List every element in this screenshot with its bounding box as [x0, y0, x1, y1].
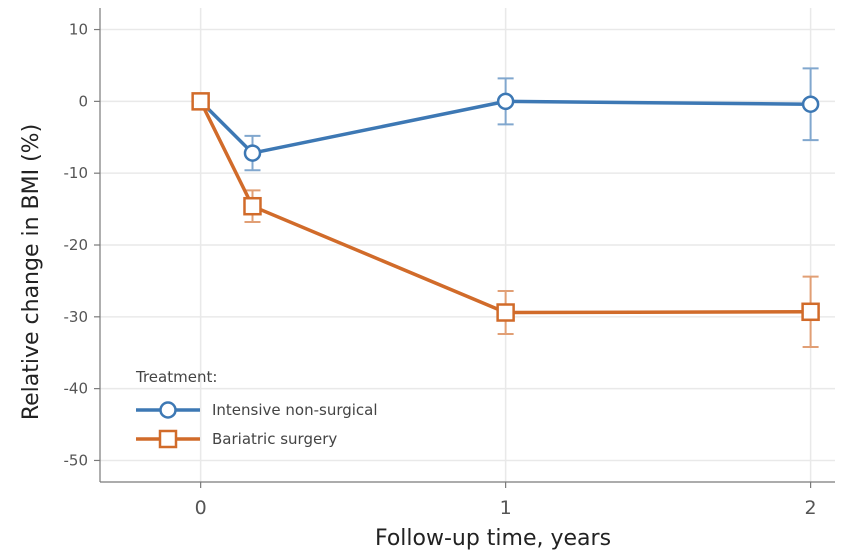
- legend-label: Intensive non-surgical: [212, 401, 378, 419]
- error-bars: [244, 67, 819, 348]
- grid: [100, 8, 835, 482]
- y-tick-label: -40: [64, 380, 89, 398]
- series-lines: [199, 99, 811, 315]
- x-tick-label: 1: [500, 497, 512, 519]
- y-tick-label: -50: [64, 451, 89, 469]
- x-axis-title: Follow-up time, years: [375, 526, 611, 550]
- series-line: [199, 99, 811, 155]
- data-points: [191, 92, 820, 322]
- y-tick-label: -10: [64, 164, 89, 182]
- data-point: [191, 92, 210, 111]
- x-tick-label: 0: [195, 497, 207, 519]
- legend: Treatment: Intensive non-surgical Bariatr…: [135, 368, 378, 449]
- legend-items: Intensive non-surgical Bariatric surgery: [136, 401, 378, 449]
- y-tick-label: -30: [64, 308, 89, 326]
- data-point: [801, 95, 820, 113]
- data-point: [243, 196, 262, 216]
- legend-swatch-marker: [158, 429, 178, 449]
- y-tick-label: 10: [69, 21, 88, 39]
- data-point: [496, 92, 515, 111]
- data-point: [243, 144, 262, 162]
- legend-label: Bariatric surgery: [212, 430, 337, 448]
- y-axis-title: Relative change in BMI (%): [19, 124, 44, 420]
- series-line: [199, 100, 811, 315]
- legend-swatch-marker: [159, 401, 177, 419]
- data-point: [496, 303, 515, 322]
- y-tick-label: 0: [78, 92, 88, 110]
- legend-title: Treatment:: [135, 368, 217, 386]
- x-tick-label: 2: [805, 497, 817, 519]
- y-tick-label: -20: [64, 236, 89, 254]
- y-axis-ticks: 10 0 -10 -20 -30 -40 -50: [64, 21, 100, 469]
- legend-item: Bariatric surgery: [136, 429, 337, 449]
- legend-item: Intensive non-surgical: [136, 401, 378, 419]
- data-point: [801, 302, 820, 322]
- x-axis-ticks: 0 1 2: [195, 482, 817, 519]
